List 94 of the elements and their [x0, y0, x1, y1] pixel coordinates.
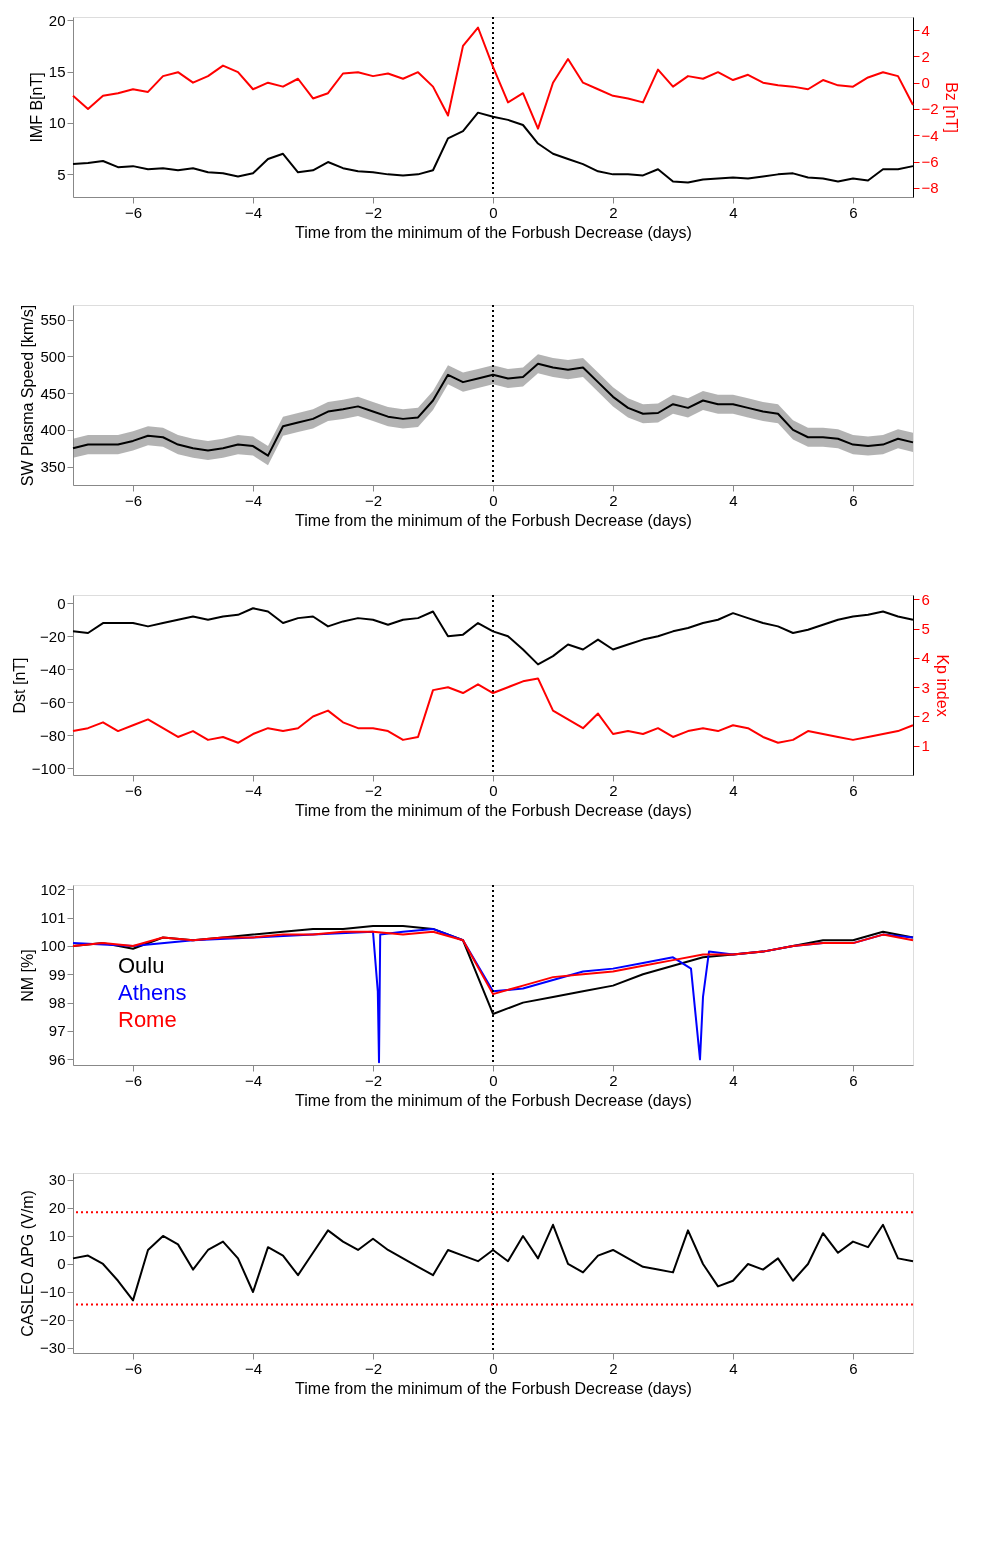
y-tick-label: 450: [40, 384, 66, 402]
x-tick-label: −2: [364, 203, 383, 221]
x-tick-label: 6: [849, 1071, 858, 1089]
y2-tick-label: 3: [921, 678, 930, 696]
y-tick-label: 10: [48, 114, 66, 132]
y2-tick-label: 4: [921, 21, 930, 39]
y-tick-label: 500: [40, 347, 66, 365]
y-tick-label: 550: [40, 311, 66, 329]
x-tick-label: 6: [849, 203, 858, 221]
series-label: Oulu: [118, 953, 165, 978]
text: Rome: [118, 1007, 177, 1032]
x-tick-label: 2: [609, 1071, 618, 1089]
y-tick-label: −20: [40, 627, 66, 645]
y-axis-title: SW Plasma Speed [km/s]: [19, 304, 37, 487]
x-tick-label: −2: [364, 491, 383, 509]
y-tick-label: −30: [40, 1339, 66, 1357]
line-series: [72, 677, 914, 744]
y-tick-label: −10: [40, 1283, 66, 1301]
y2-tick-label: 1: [921, 737, 930, 755]
y-axis-title: Dst [nT]: [10, 657, 28, 714]
x-tick-label: 4: [729, 1071, 738, 1089]
x-tick-label: −6: [124, 491, 143, 509]
y-tick-label: 350: [40, 458, 66, 476]
x-tick-label: −6: [124, 1359, 143, 1377]
y2-tick-label: 0: [921, 74, 930, 92]
y-tick-label: −20: [40, 1311, 66, 1329]
y-tick-label: −60: [40, 693, 66, 711]
x-tick-label: 4: [729, 1359, 738, 1377]
x-tick-label: −4: [244, 1071, 263, 1089]
x-tick-label: 2: [609, 781, 618, 799]
x-tick-label: 6: [849, 1359, 858, 1377]
y-tick-label: 97: [48, 1022, 66, 1040]
y-tick-label: −80: [40, 726, 66, 744]
x-tick-label: 4: [729, 781, 738, 799]
x-tick-label: −6: [124, 1071, 143, 1089]
y2-axis-title: Bz [nT]: [942, 82, 960, 133]
y-axis-title: IMF B[nT]: [27, 72, 45, 143]
line-series: [72, 26, 914, 130]
y-tick-label: 0: [57, 1255, 66, 1273]
y2-tick-label: 5: [921, 620, 930, 638]
y-tick-label: 400: [40, 421, 66, 439]
y2-axis-title: Kp index: [933, 654, 951, 717]
series-label: Athens: [118, 980, 187, 1005]
x-tick-label: 0: [489, 781, 498, 799]
x-tick-label: 2: [609, 203, 618, 221]
x-tick-label: 2: [609, 491, 618, 509]
y-tick-label: 101: [40, 909, 66, 927]
x-tick-label: −6: [124, 203, 143, 221]
y-tick-label: 102: [40, 880, 66, 898]
y2-tick-label: 4: [921, 649, 930, 667]
x-tick-label: 0: [489, 1359, 498, 1377]
x-axis-title: Time from the minimum of the Forbush Decrease (days): [295, 1091, 692, 1109]
y2-tick-label: −6: [921, 153, 939, 171]
x-axis-title: Time from the minimum of the Forbush Decrease (days): [295, 801, 692, 819]
y-axis-title: NM [%]: [19, 949, 37, 1002]
x-tick-label: 0: [489, 203, 498, 221]
y-tick-label: 96: [48, 1050, 66, 1068]
x-tick-label: −2: [364, 781, 383, 799]
x-tick-label: 2: [609, 1359, 618, 1377]
y-tick-label: 100: [40, 937, 66, 955]
x-tick-label: 6: [849, 491, 858, 509]
x-tick-label: −4: [244, 781, 263, 799]
y2-tick-label: 6: [921, 590, 930, 608]
x-tick-label: 0: [489, 1071, 498, 1089]
y-tick-label: 5: [57, 165, 66, 183]
x-tick-label: 0: [489, 491, 498, 509]
y-tick-label: 15: [48, 63, 66, 81]
x-tick-label: 4: [729, 203, 738, 221]
y-tick-label: 99: [48, 965, 66, 983]
x-axis-title: Time from the minimum of the Forbush Decrease (days): [295, 223, 692, 241]
y-tick-label: 20: [48, 11, 66, 29]
y-tick-label: −40: [40, 660, 66, 678]
y-tick-label: 20: [48, 1199, 66, 1217]
y2-tick-label: −8: [921, 179, 939, 197]
x-axis-title: Time from the minimum of the Forbush Decrease (days): [295, 1379, 692, 1397]
x-tick-label: −2: [364, 1071, 383, 1089]
y-tick-label: −100: [31, 759, 66, 777]
x-axis-title: Time from the minimum of the Forbush Decrease (days): [295, 511, 692, 529]
x-tick-label: 6: [849, 781, 858, 799]
y2-tick-label: −4: [921, 126, 939, 144]
y-tick-label: 10: [48, 1227, 66, 1245]
y-tick-label: 98: [48, 994, 66, 1012]
x-tick-label: −2: [364, 1359, 383, 1377]
y2-tick-label: −2: [921, 100, 939, 118]
y2-tick-label: 2: [921, 47, 930, 65]
x-tick-label: −4: [244, 1359, 263, 1377]
y2-tick-label: 2: [921, 707, 930, 725]
x-tick-label: 4: [729, 491, 738, 509]
x-tick-label: −6: [124, 781, 143, 799]
y-axis-title: CASLEO ΔPG (V/m): [19, 1190, 37, 1337]
x-tick-label: −4: [244, 203, 263, 221]
y-tick-label: 0: [57, 594, 66, 612]
x-tick-label: −4: [244, 491, 263, 509]
y-tick-label: 30: [48, 1171, 66, 1189]
